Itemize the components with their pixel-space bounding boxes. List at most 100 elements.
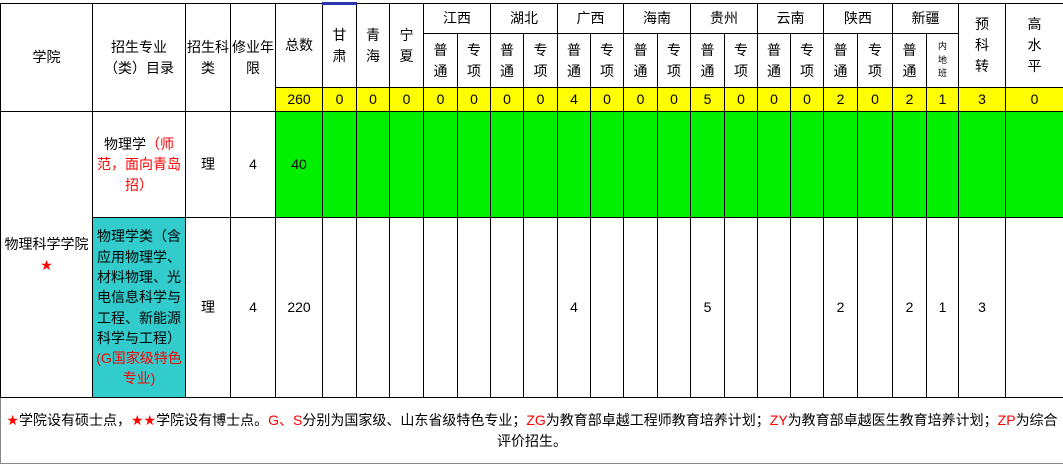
row2-cell-gaoshuiping	[1005, 217, 1063, 398]
subheader-shaanxi-putong: 普通	[823, 33, 858, 88]
major-name: 物理学	[104, 136, 146, 153]
subject-cell: 理	[185, 111, 231, 218]
row1-cell-xinjiang-putong	[892, 111, 927, 218]
row2-cell-xinjiang-putong: 2	[892, 217, 927, 398]
row1-cell-hubei-putong	[490, 111, 524, 218]
row2-cell-hainan-putong	[623, 217, 658, 398]
row1-cell-xinjiang-neidiban	[926, 111, 959, 218]
subheader-label: 普通	[902, 41, 917, 79]
major-note: （师范，面向青岛招）	[97, 136, 181, 193]
header-subject-category: 招生科类	[185, 3, 231, 112]
header-yuke-zhuan: 预科转	[958, 3, 1006, 88]
row2-cell-hubei-zhuanxiang	[523, 217, 558, 398]
row2-cell-guangxi-zhuanxiang	[590, 217, 624, 398]
totals-cell-gaoshuiping: 0	[1005, 87, 1063, 112]
totals-cell-qinghai: 0	[356, 87, 390, 112]
totals-cell-jiangxi-zhuanxiang: 0	[457, 87, 491, 112]
footnote-text: 为综合评价招生。	[497, 412, 1058, 449]
row1-cell-yunnan-putong	[757, 111, 791, 218]
totals-cell-xinjiang-putong: 2	[892, 87, 927, 112]
row1-cell-hubei-zhuanxiang	[523, 111, 558, 218]
major-cell-physics-shifan: 物理学（师范，面向青岛招）	[92, 111, 186, 218]
subheader-jiangxi-putong: 普通	[423, 33, 458, 88]
subheader-jiangxi-zhuanxiang: 专项	[457, 33, 491, 88]
subheader-label: 普通	[767, 41, 781, 79]
row1-cell-jiangxi-zhuanxiang	[457, 111, 491, 218]
subheader-shaanxi-zhuanxiang: 专项	[857, 33, 893, 88]
row1-total-cell: 40	[275, 111, 323, 218]
footnote-text: 为教育部卓越医生教育培养计划；	[787, 412, 998, 429]
header-province-gansu: 甘肃	[322, 2, 357, 88]
subheader-label: 专项	[734, 41, 748, 79]
totals-cell-hainan-zhuanxiang: 0	[657, 87, 691, 112]
totals-cell-guizhou-putong: 5	[690, 87, 725, 112]
row2-cell-jiangxi-putong	[423, 217, 458, 398]
totals-cell-shaanxi-putong: 2	[823, 87, 858, 112]
totals-cell-guangxi-putong: 4	[557, 87, 591, 112]
row2-cell-shaanxi-putong: 2	[823, 217, 858, 398]
row2-total-cell: 220	[275, 217, 323, 398]
header-group-hubei: 湖北	[490, 3, 558, 34]
header-province-gansu-label: 甘肃	[332, 27, 347, 64]
row1-cell-hainan-zhuanxiang	[657, 111, 691, 218]
totals-cell-yunnan-zhuanxiang: 0	[790, 87, 824, 112]
header-group-jiangxi: 江西	[423, 3, 491, 34]
totals-cell-guangxi-zhuanxiang: 0	[590, 87, 624, 112]
header-gaoshuiping-label: 高水平	[1027, 16, 1042, 74]
header-college: 学院	[0, 3, 93, 112]
college-name: 物理科学学院	[4, 236, 89, 253]
row1-cell-guizhou-zhuanxiang	[724, 111, 758, 218]
row2-cell-guizhou-zhuanxiang	[724, 217, 758, 398]
row2-cell-gansu	[322, 217, 357, 398]
row1-cell-guangxi-zhuanxiang	[590, 111, 624, 218]
totals-cell-gansu: 0	[322, 87, 357, 112]
footnote-code-zy: ZY	[769, 412, 788, 429]
row1-cell-shaanxi-putong	[823, 111, 858, 218]
header-group-xinjiang: 新疆	[892, 3, 959, 34]
subheader-hainan-putong: 普通	[623, 33, 658, 88]
row2-cell-yunnan-putong	[757, 217, 791, 398]
footnote-code-gs: G、S	[268, 412, 303, 429]
footnote-code-zg: ZG	[526, 412, 546, 429]
row1-cell-ningxia	[389, 111, 424, 218]
subheader-label: 普通	[700, 41, 715, 79]
major-cell-physics-class: 物理学类（含应用物理学、材料物理、光电信息科学与工程、新能源科学与工程） (G国家…	[92, 217, 186, 398]
data-row-physics-shifan: 物理科学学院 ★ 物理学（师范，面向青岛招） 理 4 40	[0, 111, 1063, 398]
header-group-yunnan: 云南	[757, 3, 824, 34]
subheader-label: 专项	[600, 41, 614, 79]
row1-cell-jiangxi-putong	[423, 111, 458, 218]
totals-cell-shaanxi-zhuanxiang: 0	[857, 87, 893, 112]
row1-cell-gansu	[322, 111, 357, 218]
footnote-double-star: ★★	[130, 412, 157, 429]
row1-cell-guangxi-putong	[557, 111, 591, 218]
subheader-label: 普通	[833, 41, 848, 79]
subheader-guangxi-zhuanxiang: 专项	[590, 33, 624, 88]
subheader-label: 专项	[868, 41, 882, 79]
totals-cell-hubei-zhuanxiang: 0	[523, 87, 558, 112]
header-row-subcolumns: 普通 专项 普通 专项 普通 专项 普通 专项 普通 专项 普通 专项 普通 专…	[1, 33, 1063, 88]
header-province-ningxia: 宁夏	[389, 3, 424, 88]
row1-cell-hainan-putong	[623, 111, 658, 218]
row1-cell-shaanxi-zhuanxiang	[857, 111, 893, 218]
row2-cell-shaanxi-zhuanxiang	[857, 217, 893, 398]
subheader-label-small: 内地班	[937, 41, 947, 79]
footnote-text: 为教育部卓越工程师教育培养计划；	[545, 412, 770, 429]
footnote-cell: ★学院设有硕士点，★★学院设有博士点。G、S分别为国家级、山东省级特色专业；ZG…	[0, 397, 1063, 464]
row2-cell-qinghai	[356, 217, 390, 398]
subheader-label: 专项	[800, 41, 814, 79]
header-group-shaanxi: 陕西	[823, 3, 893, 34]
row2-cell-hainan-zhuanxiang	[657, 217, 691, 398]
subheader-guizhou-putong: 普通	[690, 33, 725, 88]
subheader-yunnan-putong: 普通	[757, 33, 791, 88]
subheader-hubei-putong: 普通	[490, 33, 524, 88]
row2-cell-ningxia	[389, 217, 424, 398]
totals-cell-total: 260	[275, 87, 323, 112]
subheader-xinjiang-putong: 普通	[892, 33, 927, 88]
header-yuke-zhuan-label: 预科转	[975, 16, 989, 74]
subheader-guangxi-putong: 普通	[557, 33, 591, 88]
row2-cell-guangxi-putong: 4	[557, 217, 591, 398]
footnote-text: 学院设有博士点。	[156, 412, 269, 429]
subheader-label: 专项	[467, 41, 481, 79]
